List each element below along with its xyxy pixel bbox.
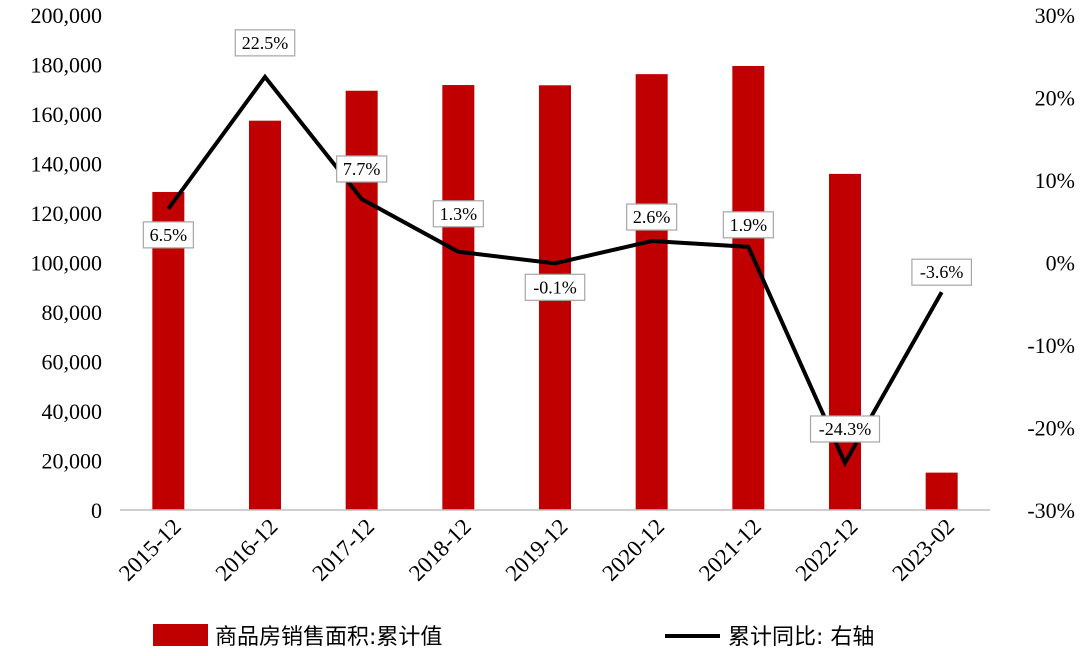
data-label-text: -0.1% <box>533 277 577 297</box>
left-tick-label: 80,000 <box>42 300 103 325</box>
data-label-2018-12: 1.3% <box>432 200 484 228</box>
data-label-text: 7.7% <box>343 159 381 179</box>
bar-2018-12 <box>442 85 475 510</box>
left-tick-label: 60,000 <box>42 350 103 375</box>
data-label-box <box>432 200 484 228</box>
data-label-2017-12: 7.7% <box>336 155 388 183</box>
left-tick-label: 0 <box>91 498 102 523</box>
x-axis-ticks: 2015-12 2016-12 2017-12 2018-12 2019-12 2020-… <box>114 514 959 586</box>
left-tick-label: 40,000 <box>42 399 103 424</box>
legend-bar-label: 商品房销售面积:累计值 <box>215 625 442 650</box>
data-label-box <box>809 415 881 443</box>
bar-2016-12 <box>249 120 281 511</box>
bar-2023-02 <box>925 472 958 510</box>
data-label-box <box>626 203 678 231</box>
data-label-2022-12: -24.3% <box>809 415 881 443</box>
x-tick-label: 2020-12 <box>597 514 669 586</box>
left-tick-label: 20,000 <box>42 449 103 474</box>
right-axis-ticks: -30% -20% -10% 0% 10% 20% 30% <box>1027 3 1075 523</box>
bar-2022-12 <box>829 173 861 510</box>
left-tick-label: 140,000 <box>31 152 103 177</box>
data-label-2016-12: 22.5% <box>234 29 296 57</box>
left-tick-label: 200,000 <box>31 3 103 28</box>
right-tick-label: -20% <box>1027 416 1075 441</box>
bar-2020-12 <box>635 74 668 510</box>
x-tick-label: 2021-12 <box>694 514 766 586</box>
data-label-2023-02: -3.6% <box>911 258 973 286</box>
data-label-box <box>142 221 194 249</box>
data-label-text: 2.6% <box>633 207 671 227</box>
data-label-2020-12: 2.6% <box>626 203 678 231</box>
data-label-text: 22.5% <box>242 33 289 53</box>
data-label-text: 6.5% <box>150 225 188 245</box>
right-tick-label: -30% <box>1027 498 1075 523</box>
legend-bar-swatch <box>153 624 208 646</box>
right-tick-label: 20% <box>1035 86 1075 111</box>
x-tick-label: 2023-02 <box>887 514 959 586</box>
x-tick-label: 2016-12 <box>211 514 283 586</box>
yoy-line <box>166 73 944 468</box>
data-label-text: 1.9% <box>730 215 768 235</box>
x-tick-label: 2018-12 <box>404 514 476 586</box>
data-label-box <box>336 155 388 183</box>
x-tick-label: 2017-12 <box>307 514 379 586</box>
left-tick-label: 100,000 <box>31 251 103 276</box>
data-label-box <box>911 258 973 286</box>
right-tick-label: -10% <box>1027 333 1075 358</box>
data-label-2021-12: 1.9% <box>722 211 774 239</box>
legend: 商品房销售面积:累计值 累计同比: 右轴 <box>153 624 874 650</box>
x-tick-label: 2015-12 <box>114 514 186 586</box>
data-label-2015-12: 6.5% <box>142 221 194 249</box>
left-axis-ticks: 0 20,000 40,000 60,000 80,000 100,000 120,000 1… <box>31 3 103 523</box>
x-tick-label: 2019-12 <box>501 514 573 586</box>
right-tick-label: 30% <box>1035 3 1075 28</box>
x-tick-label: 2022-12 <box>791 514 863 586</box>
data-label-text: 1.3% <box>440 204 478 224</box>
right-tick-label: 10% <box>1035 168 1075 193</box>
left-tick-label: 180,000 <box>31 53 103 78</box>
data-label-text: -24.3% <box>819 419 872 439</box>
bar-2017-12 <box>345 90 378 511</box>
right-tick-label: 0% <box>1046 251 1075 276</box>
legend-line-label: 累计同比: 右轴 <box>728 625 874 650</box>
data-label-box <box>234 29 296 57</box>
line-series: 6.5% 22.5% 7.7% 1.3% -0.1% 2.6% 1.9% -24.3% -3.6… <box>142 29 973 468</box>
left-tick-label: 160,000 <box>31 102 103 127</box>
data-label-box <box>722 211 774 239</box>
data-label-text: -3.6% <box>920 262 964 282</box>
data-label-box <box>524 273 586 301</box>
bar-2021-12 <box>732 65 765 511</box>
data-label-2019-12: -0.1% <box>524 273 586 301</box>
left-tick-label: 120,000 <box>31 201 103 226</box>
